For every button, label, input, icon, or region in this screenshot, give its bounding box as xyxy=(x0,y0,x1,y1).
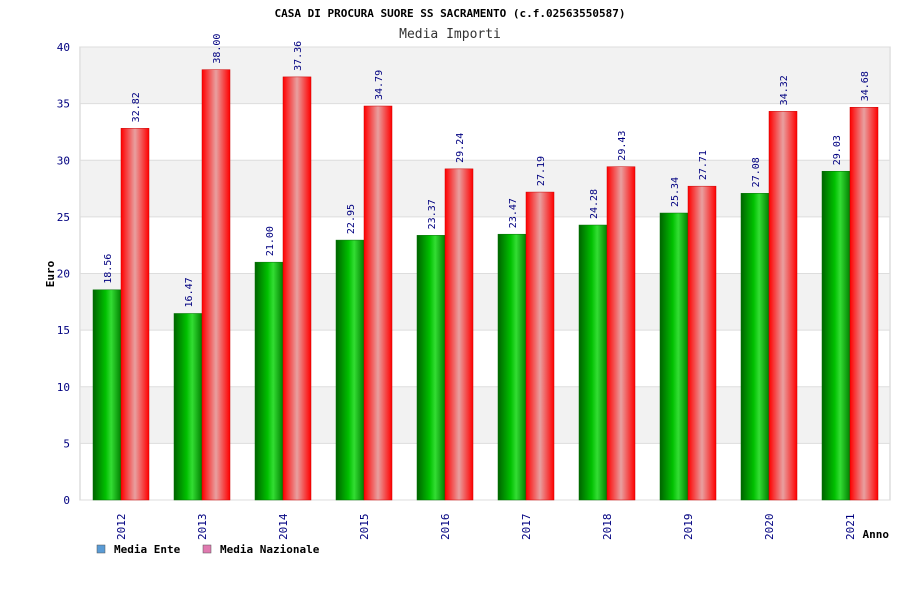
chart-title: CASA DI PROCURA SUORE SS SACRAMENTO (c.f… xyxy=(275,7,626,20)
x-tick-label: 2015 xyxy=(358,514,371,541)
data-label: 24.28 xyxy=(589,189,600,219)
data-label: 32.82 xyxy=(131,92,142,122)
x-axis-ticks: 2012 2013 2014 2015 2016 2017 2018 2019 2020 2021 xyxy=(115,513,857,540)
bar-media-nazionale-2019 xyxy=(687,185,717,501)
legend-swatch-media-ente xyxy=(96,544,106,554)
y-tick-label: 0 xyxy=(63,494,70,507)
legend: Media Ente Media Nazionale xyxy=(96,543,320,556)
bar-media-ente-2020 xyxy=(740,193,770,501)
data-label: 18.56 xyxy=(103,254,114,284)
y-tick-label: 35 xyxy=(57,98,70,111)
bar-media-nazionale-2015 xyxy=(363,105,393,501)
legend-label-media-nazionale: Media Nazionale xyxy=(220,543,320,556)
legend-swatch-media-nazionale xyxy=(202,544,212,554)
data-label: 27.19 xyxy=(536,156,547,186)
data-label: 29.03 xyxy=(832,135,843,165)
data-label: 34.79 xyxy=(374,70,385,100)
y-tick-label: 20 xyxy=(57,268,70,281)
data-label: 38.00 xyxy=(212,34,223,64)
data-label: 34.32 xyxy=(779,75,790,105)
bar-media-ente-2012 xyxy=(92,289,122,501)
data-label: 29.24 xyxy=(455,133,466,163)
bar-media-nazionale-2016 xyxy=(444,168,474,501)
y-tick-label: 10 xyxy=(57,381,70,394)
bar-media-nazionale-2013 xyxy=(201,69,231,501)
bar-media-ente-2016 xyxy=(416,235,446,501)
data-label: 23.47 xyxy=(508,198,519,228)
bar-media-nazionale-2018 xyxy=(606,166,636,501)
x-axis-label: Anno xyxy=(863,528,890,541)
bar-media-nazionale-2017 xyxy=(525,191,555,501)
data-label: 16.47 xyxy=(184,277,195,307)
bar-media-ente-2019 xyxy=(659,212,689,501)
y-tick-label: 25 xyxy=(57,211,70,224)
data-label: 34.68 xyxy=(860,71,871,101)
y-tick-label: 15 xyxy=(57,324,70,337)
data-label: 23.37 xyxy=(427,199,438,229)
data-label: 27.08 xyxy=(751,157,762,187)
data-label: 25.34 xyxy=(670,177,681,207)
bar-media-nazionale-2020 xyxy=(768,111,798,501)
y-axis-label: Euro xyxy=(44,260,57,287)
bar-media-ente-2018 xyxy=(578,224,608,501)
legend-label-media-ente: Media Ente xyxy=(114,543,181,556)
x-tick-label: 2012 xyxy=(115,514,128,541)
bars xyxy=(92,69,879,501)
bar-media-ente-2021 xyxy=(821,170,851,501)
bar-media-ente-2013 xyxy=(173,313,203,501)
data-label: 21.00 xyxy=(265,226,276,256)
y-tick-label: 40 xyxy=(57,41,70,54)
data-labels: 18.56 32.82 16.47 38.00 21.00 37.36 22.95 34.79… xyxy=(103,34,871,308)
data-label: 22.95 xyxy=(346,204,357,234)
data-label: 37.36 xyxy=(293,41,304,71)
bar-media-nazionale-2012 xyxy=(120,128,150,501)
chart-subtitle: Media Importi xyxy=(399,27,501,42)
y-tick-label: 5 xyxy=(63,437,70,450)
x-tick-label: 2020 xyxy=(763,514,776,541)
x-tick-label: 2019 xyxy=(682,514,695,541)
data-label: 27.71 xyxy=(698,150,709,180)
bar-media-ente-2015 xyxy=(335,239,365,501)
x-tick-label: 2013 xyxy=(196,514,209,541)
x-tick-label: 2017 xyxy=(520,514,533,541)
y-axis-ticks: 0 5 10 15 20 25 30 35 40 xyxy=(57,41,70,507)
bar-media-ente-2014 xyxy=(254,261,284,501)
x-tick-label: 2014 xyxy=(277,513,290,540)
x-tick-label: 2021 xyxy=(844,514,857,541)
bar-media-ente-2017 xyxy=(497,233,527,501)
y-tick-label: 30 xyxy=(57,154,70,167)
x-tick-label: 2018 xyxy=(601,514,614,541)
data-label: 29.43 xyxy=(617,131,628,161)
x-tick-label: 2016 xyxy=(439,514,452,541)
bar-media-nazionale-2021 xyxy=(849,106,879,501)
bar-media-nazionale-2014 xyxy=(282,76,312,501)
